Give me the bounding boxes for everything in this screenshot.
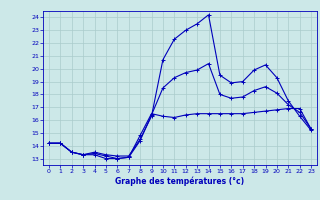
X-axis label: Graphe des températures (°c): Graphe des températures (°c) [116, 177, 244, 186]
